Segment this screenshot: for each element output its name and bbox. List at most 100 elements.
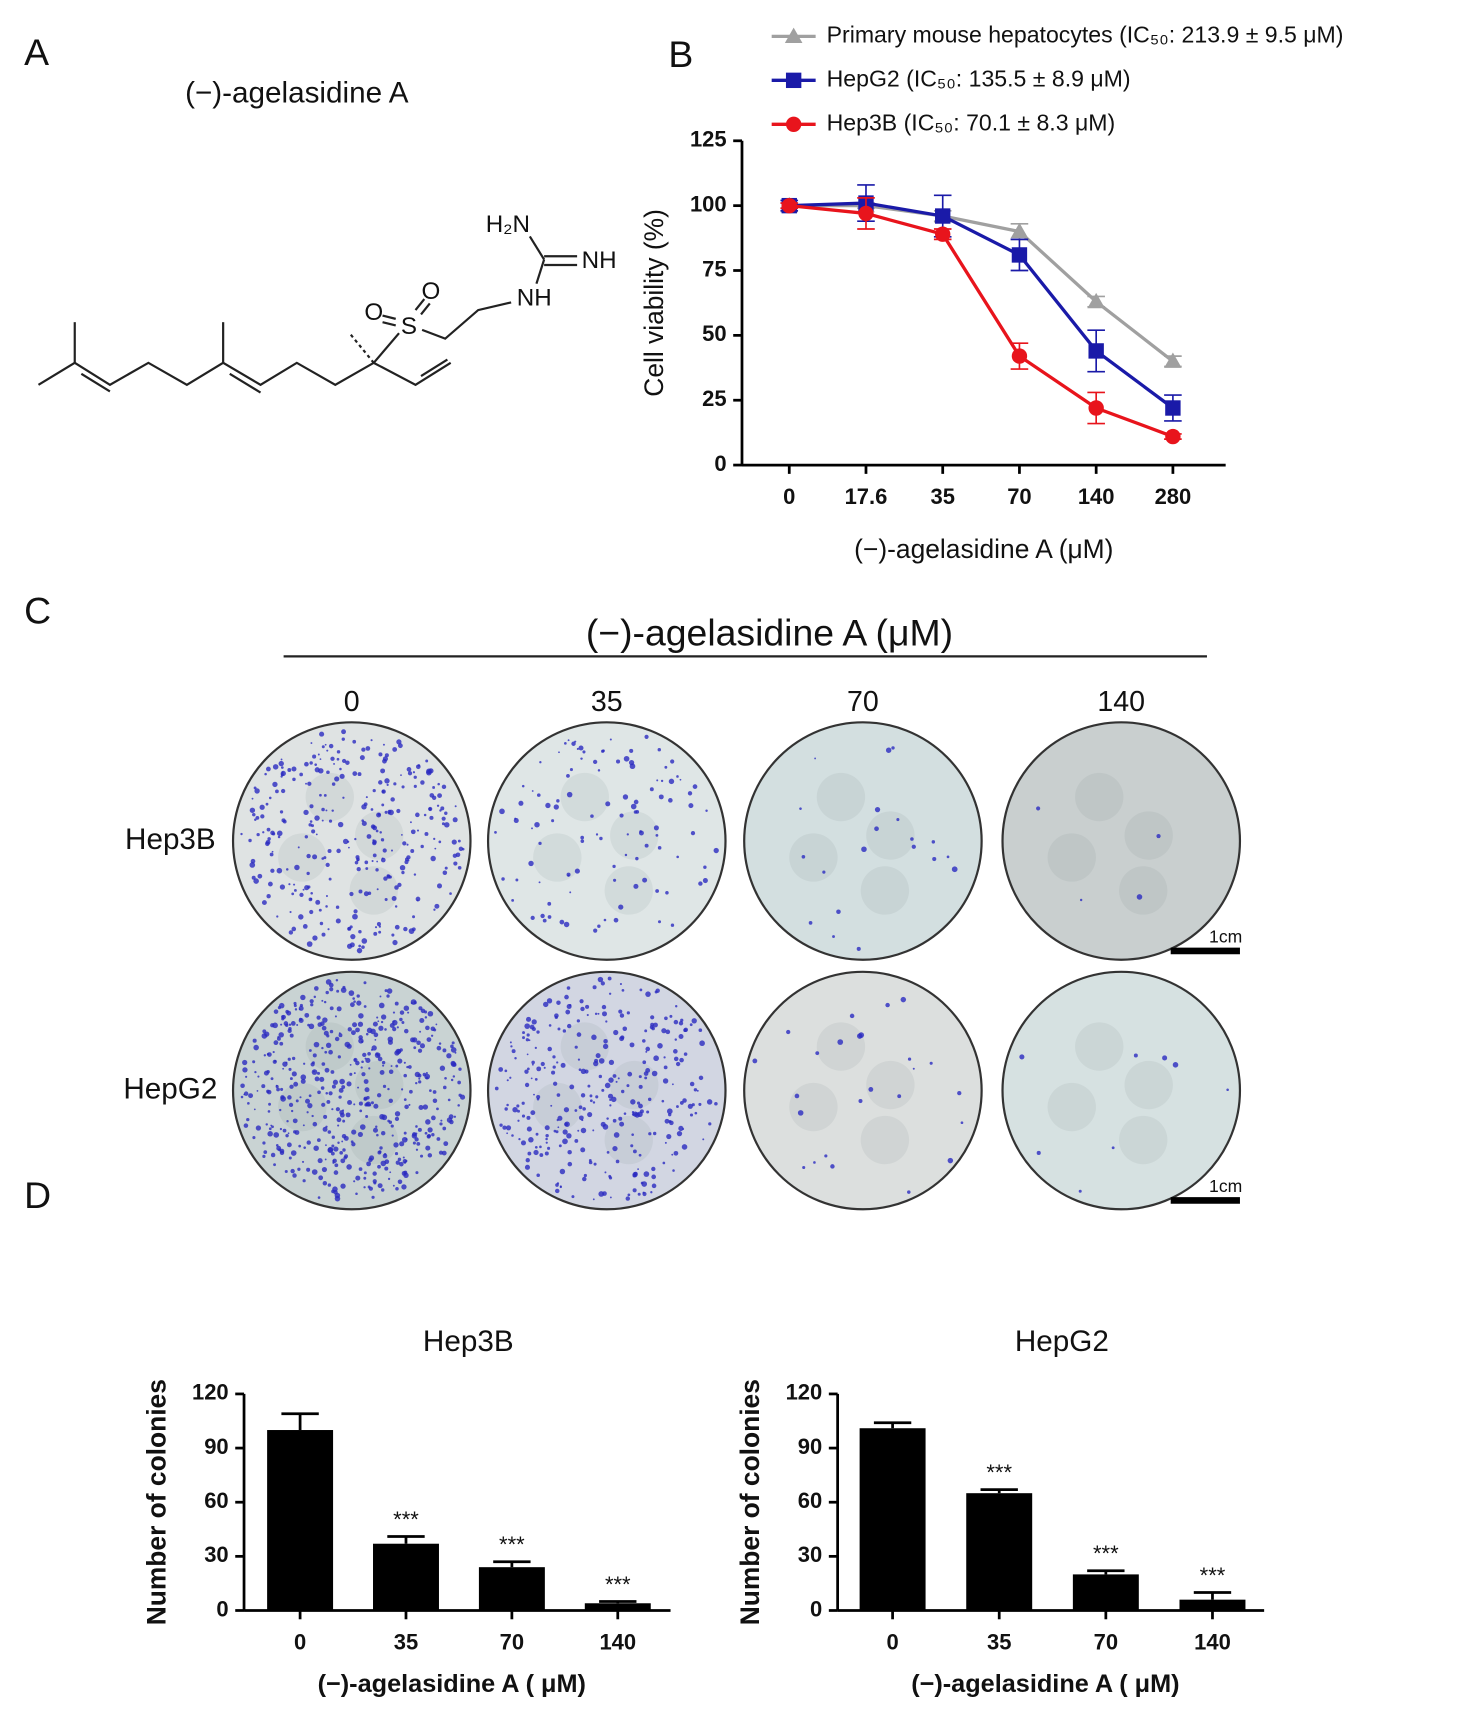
colony	[564, 1122, 568, 1127]
colony	[313, 1145, 319, 1151]
colony	[361, 747, 366, 752]
colony	[308, 1023, 315, 1030]
colony	[535, 1132, 539, 1136]
colony	[364, 1103, 368, 1107]
colony	[946, 855, 950, 859]
colony	[620, 1035, 625, 1040]
colony	[373, 1181, 377, 1185]
colony	[799, 807, 802, 810]
colony	[342, 1119, 346, 1123]
colony	[392, 1027, 397, 1032]
colony	[344, 1041, 351, 1048]
colony	[446, 1053, 452, 1059]
colony	[566, 1003, 572, 1009]
colony	[552, 1081, 558, 1086]
data-point	[1011, 247, 1028, 263]
colony	[587, 1111, 593, 1118]
colony	[264, 1031, 270, 1037]
colony	[815, 1051, 820, 1056]
colony	[363, 1171, 367, 1175]
colony	[327, 1130, 332, 1134]
colony	[293, 1004, 297, 1008]
colony	[412, 1037, 418, 1043]
colony	[306, 871, 310, 876]
colony	[382, 848, 387, 853]
colony	[291, 926, 297, 932]
colony	[399, 864, 406, 871]
colony	[366, 1161, 372, 1167]
colony	[494, 831, 497, 834]
colony	[630, 803, 637, 810]
colony	[444, 811, 448, 815]
bond	[80, 372, 111, 393]
colony	[861, 846, 867, 853]
colony	[580, 1127, 587, 1134]
colony	[392, 939, 398, 946]
colony	[322, 1181, 328, 1186]
colony	[562, 1129, 568, 1135]
colony	[406, 767, 412, 772]
colony	[424, 1016, 428, 1019]
colony	[309, 909, 314, 915]
colony	[613, 1029, 619, 1036]
colony	[311, 1061, 315, 1065]
colony	[325, 990, 329, 995]
colony	[417, 764, 421, 767]
colony	[658, 794, 664, 800]
colony	[528, 1137, 534, 1143]
colony	[540, 913, 545, 919]
colony	[330, 756, 335, 761]
colony	[592, 1198, 595, 1201]
colony	[401, 1088, 404, 1091]
colony	[390, 849, 394, 852]
colony	[394, 905, 398, 908]
colony	[433, 908, 436, 911]
colony	[534, 1046, 537, 1050]
colony	[359, 1109, 363, 1113]
colony	[292, 777, 296, 782]
colony	[389, 1171, 392, 1174]
y-axis-label: Number of colonies	[735, 1379, 765, 1625]
colony	[580, 1006, 585, 1012]
colony	[358, 889, 363, 894]
colony	[371, 860, 374, 863]
colony	[394, 1111, 401, 1117]
colony	[434, 847, 437, 850]
bar	[859, 1428, 926, 1611]
colony	[352, 771, 358, 776]
colony	[325, 905, 328, 908]
error-bar	[1087, 1569, 1125, 1575]
colony	[288, 1102, 294, 1107]
colony	[298, 914, 304, 920]
colony	[387, 1087, 390, 1091]
significance-label: ***	[393, 1507, 419, 1532]
colony	[380, 1131, 386, 1136]
colony	[703, 865, 707, 869]
colony	[406, 843, 409, 846]
colony	[657, 920, 662, 924]
colony	[560, 1062, 566, 1068]
colony	[688, 803, 694, 809]
colony	[402, 1156, 405, 1159]
colony	[526, 1115, 531, 1120]
colony	[556, 1061, 559, 1064]
colony	[559, 1168, 566, 1175]
colony	[518, 800, 524, 806]
colony	[577, 1058, 581, 1061]
colony	[526, 1053, 529, 1056]
colony	[288, 1027, 292, 1031]
colony	[663, 1056, 666, 1059]
colony	[252, 1136, 256, 1140]
colony	[356, 1000, 362, 1006]
colony	[404, 1028, 409, 1034]
colony	[291, 1071, 297, 1077]
colony	[533, 1093, 535, 1096]
colony	[365, 1032, 369, 1036]
colony	[325, 1092, 329, 1095]
colony	[288, 1067, 292, 1071]
colony	[432, 1090, 437, 1094]
colony	[578, 1068, 582, 1072]
colony	[426, 1037, 432, 1042]
x-tick-label: 70	[1007, 484, 1031, 509]
